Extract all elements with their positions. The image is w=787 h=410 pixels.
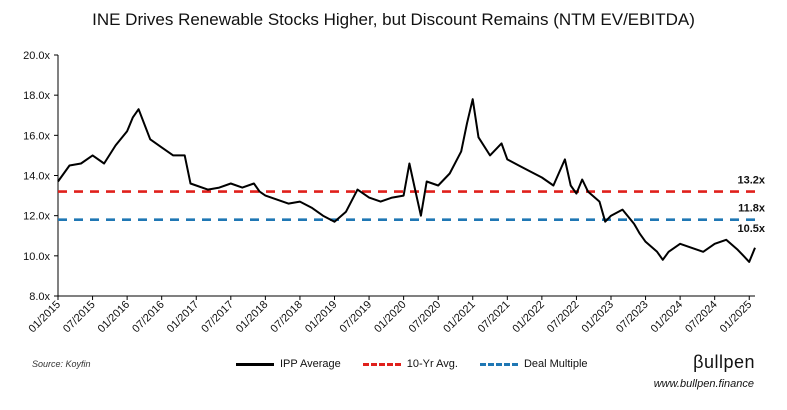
source-note: Source: Koyfin — [32, 359, 91, 369]
x-tick-label: 01/2022 — [510, 299, 547, 336]
x-tick-label: 01/2024 — [649, 299, 686, 336]
y-tick-label: 8.0x — [29, 291, 50, 303]
x-tick-label: 01/2025 — [718, 299, 755, 336]
reference-label: 13.2x — [737, 175, 765, 187]
x-tick-label: 07/2015 — [61, 299, 98, 336]
legend-swatch-deal — [479, 362, 518, 366]
legend-label-ipp: IPP Average — [280, 358, 341, 370]
x-tick-label: 07/2024 — [683, 299, 720, 336]
end-value-label: 10.5x — [737, 223, 765, 235]
y-tick-label: 18.0x — [23, 90, 50, 102]
reference-label: 11.8x — [738, 203, 766, 215]
chart-title: INE Drives Renewable Stocks Higher, but … — [92, 10, 695, 29]
x-tick-label: 01/2017 — [165, 299, 202, 336]
x-tick-label: 01/2021 — [441, 299, 478, 336]
legend-item-10yr: 10-Yr Avg. — [362, 358, 458, 370]
x-tick-label: 01/2016 — [96, 299, 133, 336]
x-tick-label: 07/2021 — [476, 299, 513, 336]
legend-label-10yr: 10-Yr Avg. — [406, 358, 458, 370]
ipp-average-line — [57, 98, 756, 263]
legend-label-deal: Deal Multiple — [523, 358, 588, 370]
x-tick-label: 01/2020 — [372, 299, 409, 336]
x-tick-label: 07/2023 — [614, 299, 651, 336]
y-tick-label: 20.0x — [23, 50, 50, 62]
brand-url: www.bullpen.finance — [653, 378, 754, 390]
x-tick-label: 07/2016 — [130, 299, 167, 336]
x-tick-label: 07/2019 — [338, 299, 375, 336]
x-tick-label: 07/2018 — [268, 299, 305, 336]
legend-swatch-ipp — [236, 362, 274, 366]
legend-item-deal: Deal Multiple — [479, 358, 588, 370]
x-tick-label: 01/2015 — [27, 299, 64, 336]
legend-swatch-10yr — [362, 362, 401, 366]
brand-logo: βullpen — [693, 352, 755, 372]
y-tick-label: 12.0x — [23, 211, 50, 223]
y-tick-label: 16.0x — [23, 130, 50, 142]
x-tick-label: 07/2020 — [407, 299, 444, 336]
x-tick-label: 01/2023 — [580, 299, 617, 336]
legend: IPP Average 10-Yr Avg. Deal Multiple — [236, 358, 588, 370]
y-tick-label: 10.0x — [23, 251, 50, 263]
x-tick-label: 01/2018 — [234, 299, 271, 336]
x-tick-label: 07/2017 — [199, 299, 236, 336]
legend-item-ipp: IPP Average — [236, 358, 341, 370]
x-tick-label: 07/2022 — [545, 299, 582, 336]
y-tick-label: 14.0x — [23, 171, 50, 183]
x-tick-label: 01/2019 — [303, 299, 340, 336]
